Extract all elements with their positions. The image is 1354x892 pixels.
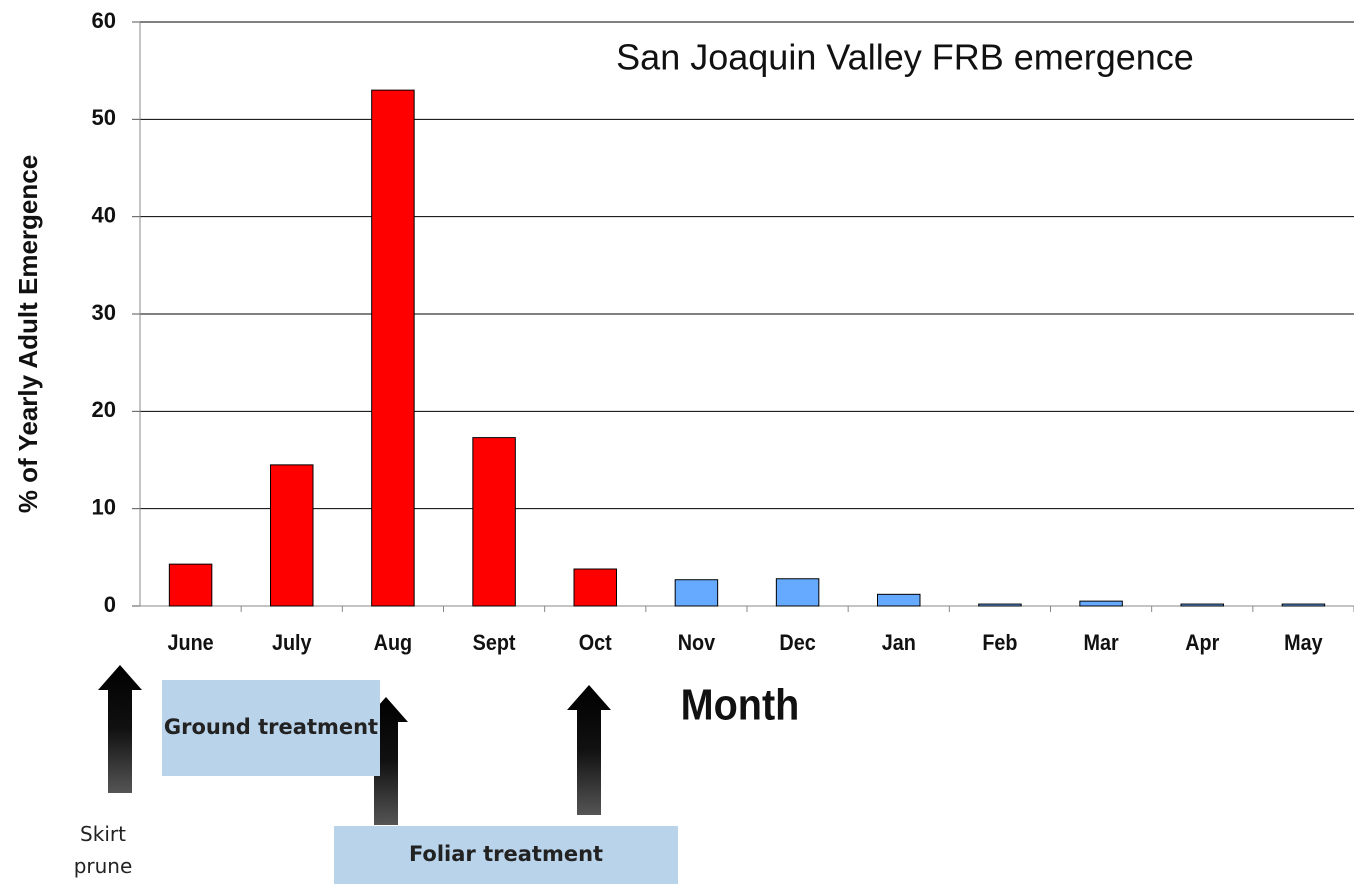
y-tick-label: 40 <box>92 202 116 227</box>
bar <box>1180 603 1224 607</box>
y-tick-label: 30 <box>92 300 116 325</box>
x-tick-label: Jan <box>882 631 916 655</box>
chart-title: San Joaquin Valley FRB emergence <box>616 37 1194 78</box>
bar <box>1281 603 1326 607</box>
x-tick-label: Sept <box>473 631 516 655</box>
x-tick-label: Feb <box>982 631 1017 655</box>
bar <box>573 568 617 607</box>
x-tick-label: June <box>168 631 214 655</box>
annotation: Skirt prune <box>73 822 133 878</box>
bar <box>371 89 415 607</box>
x-tick-label: Dec <box>779 631 816 655</box>
annotation: Foliar treatment <box>334 826 678 884</box>
arrow <box>98 665 142 793</box>
y-tick-label: 0 <box>104 592 116 617</box>
y-axis-label: % of Yearly Adult Emergence <box>13 155 43 513</box>
bar <box>978 603 1022 607</box>
x-tick-label: Oct <box>579 631 612 655</box>
bar <box>270 464 314 607</box>
y-tick-label: 10 <box>92 494 116 519</box>
y-tick-label: 20 <box>92 397 116 422</box>
y-tick-label: 60 <box>92 8 116 33</box>
x-tick-label: Apr <box>1185 631 1219 655</box>
y-tick-label: 50 <box>92 105 116 130</box>
bar <box>472 437 516 607</box>
bar <box>674 579 719 607</box>
x-tick-label: July <box>272 631 312 655</box>
x-tick-label: Nov <box>678 631 716 655</box>
bar <box>1079 600 1123 607</box>
annotation: Ground treatment <box>162 680 380 776</box>
x-tick-label: May <box>1284 631 1323 655</box>
x-tick-label: Mar <box>1083 631 1118 655</box>
bar <box>877 593 921 607</box>
arrow <box>567 685 611 815</box>
x-axis-label: Month <box>681 680 800 729</box>
x-tick-label: Aug <box>374 631 412 655</box>
bar <box>168 563 213 607</box>
bar <box>775 578 820 607</box>
